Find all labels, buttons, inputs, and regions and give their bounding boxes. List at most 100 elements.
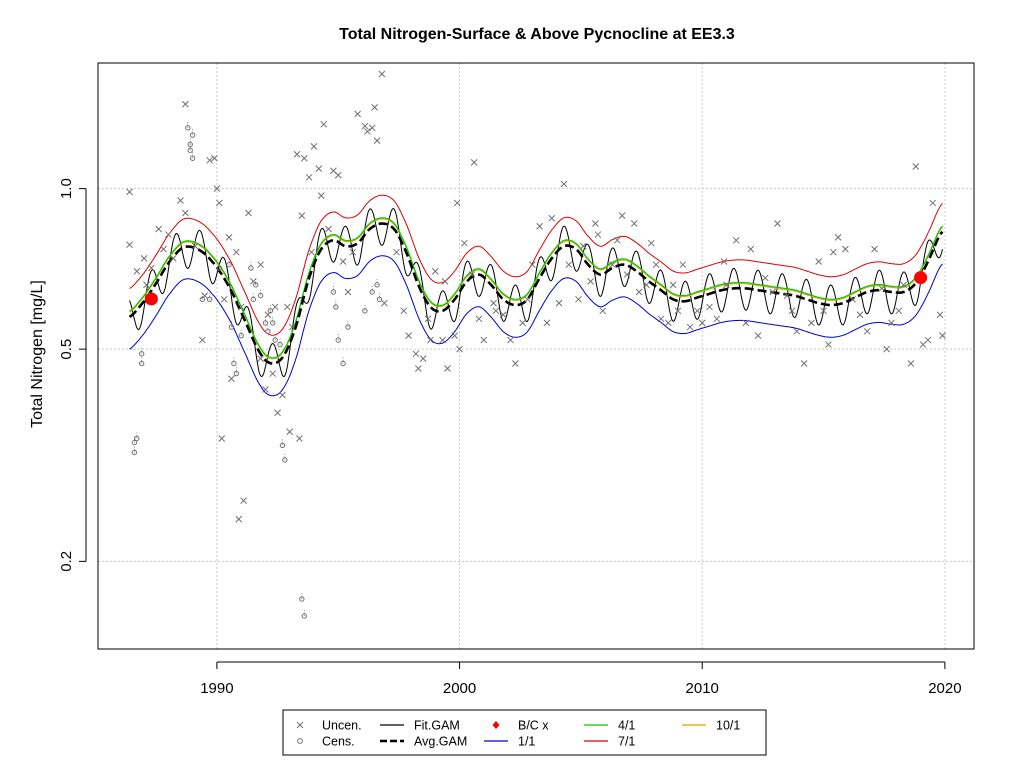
points-layer (126, 70, 946, 619)
uncensored-point (439, 336, 446, 344)
uncensored-point (310, 143, 318, 150)
censored-point (138, 347, 145, 357)
censored-point (131, 446, 138, 456)
uncensored-point (240, 497, 247, 504)
uncensored-point (320, 120, 328, 128)
uncensored-point (414, 365, 422, 372)
uncensored-point (912, 163, 920, 170)
uncensored-point (599, 307, 607, 315)
legend-label: Cens. (322, 735, 355, 749)
uncensored-point (507, 336, 514, 344)
uncensored-point (286, 428, 294, 436)
uncensored-point (742, 319, 750, 327)
censored-point (134, 432, 140, 442)
uncensored-point (419, 355, 427, 362)
legend: Uncen. Fit.GAM B/C x 4/1 10/1 Cens. Avg.GAM 1/1… (282, 709, 767, 756)
uncensored-point (148, 264, 155, 272)
censored-point (376, 293, 383, 303)
uncensored-point (643, 281, 650, 289)
uncensored-point (431, 267, 439, 275)
censored-point (238, 329, 244, 339)
censored-point (189, 129, 196, 138)
uncensored-point (519, 319, 527, 327)
legend-item-p7: 7/1 (584, 735, 635, 749)
uncensored-point (456, 345, 463, 353)
uncensored-point (373, 137, 381, 145)
uncensored-point (929, 199, 937, 207)
legend-label: 1/1 (518, 735, 535, 749)
uncensored-point (808, 319, 815, 327)
uncensored-point (424, 315, 432, 323)
uncensored-point (317, 192, 325, 200)
uncensored-point (262, 386, 269, 393)
uncensored-point (618, 212, 626, 219)
series-1-1-line (129, 255, 943, 397)
uncensored-point (788, 307, 796, 315)
uncensored-point (232, 248, 240, 256)
fit-gam-line (129, 208, 943, 378)
uncensored-point (529, 261, 536, 269)
uncensored-point (609, 261, 616, 269)
uncensored-point (761, 274, 769, 282)
uncensored-point (444, 365, 451, 372)
uncensored-point (206, 156, 213, 164)
censored-point (189, 152, 196, 161)
uncensored-point (657, 315, 665, 323)
uncensored-point (257, 355, 264, 362)
uncensored-point (723, 281, 730, 289)
uncensored-point (300, 154, 308, 162)
uncensored-point (592, 220, 599, 227)
uncensored-point (536, 222, 543, 230)
legend-diamond-symbol (492, 721, 500, 729)
uncensored-point (453, 199, 461, 207)
uncensored-point (225, 234, 233, 241)
uncensored-point (863, 327, 871, 335)
uncensored-point (191, 242, 199, 250)
censored-point (199, 293, 206, 303)
uncensored-point (669, 281, 677, 289)
uncensored-point (820, 307, 827, 315)
uncensored-point (305, 173, 313, 181)
uncensored-point (283, 303, 291, 311)
uncensored-point (400, 307, 408, 315)
censored-point (279, 439, 286, 449)
uncensored-point (834, 234, 842, 241)
uncensored-point (694, 307, 701, 315)
uncensored-point (613, 236, 621, 244)
uncensored-point (228, 375, 235, 383)
uncensored-point (293, 150, 301, 158)
uncensored-point (686, 323, 694, 331)
legend-label: 7/1 (618, 735, 635, 749)
uncensored-point (492, 307, 500, 315)
uncensored-point (829, 248, 837, 256)
series-4-1-line (129, 217, 943, 359)
uncensored-point (165, 231, 172, 238)
uncensored-point (344, 288, 352, 296)
uncensored-point (126, 241, 133, 249)
uncensored-point (257, 261, 264, 269)
y-tick-label: 0.5 (58, 339, 75, 360)
censored-point (231, 357, 237, 367)
uncensored-point (679, 261, 687, 269)
censored-point (250, 293, 257, 303)
uncensored-point (169, 254, 177, 262)
uncensored-point (160, 245, 167, 253)
uncensored-point (674, 307, 682, 315)
uncensored-point (237, 303, 245, 311)
uncensored-point (451, 332, 459, 340)
uncensored-point (215, 199, 223, 207)
uncensored-point (475, 315, 483, 323)
uncensored-point (587, 278, 594, 285)
uncensored-point (769, 288, 776, 296)
uncensored-point (575, 295, 582, 303)
uncensored-point (279, 391, 286, 399)
bc-point (144, 292, 158, 306)
censored-point (206, 293, 213, 303)
plot-frame (97, 62, 975, 650)
censored-point (185, 121, 191, 131)
uncensored-point (560, 180, 568, 188)
uncensored-point (900, 281, 907, 289)
uncensored-point (548, 214, 556, 222)
uncensored-point (339, 258, 347, 265)
